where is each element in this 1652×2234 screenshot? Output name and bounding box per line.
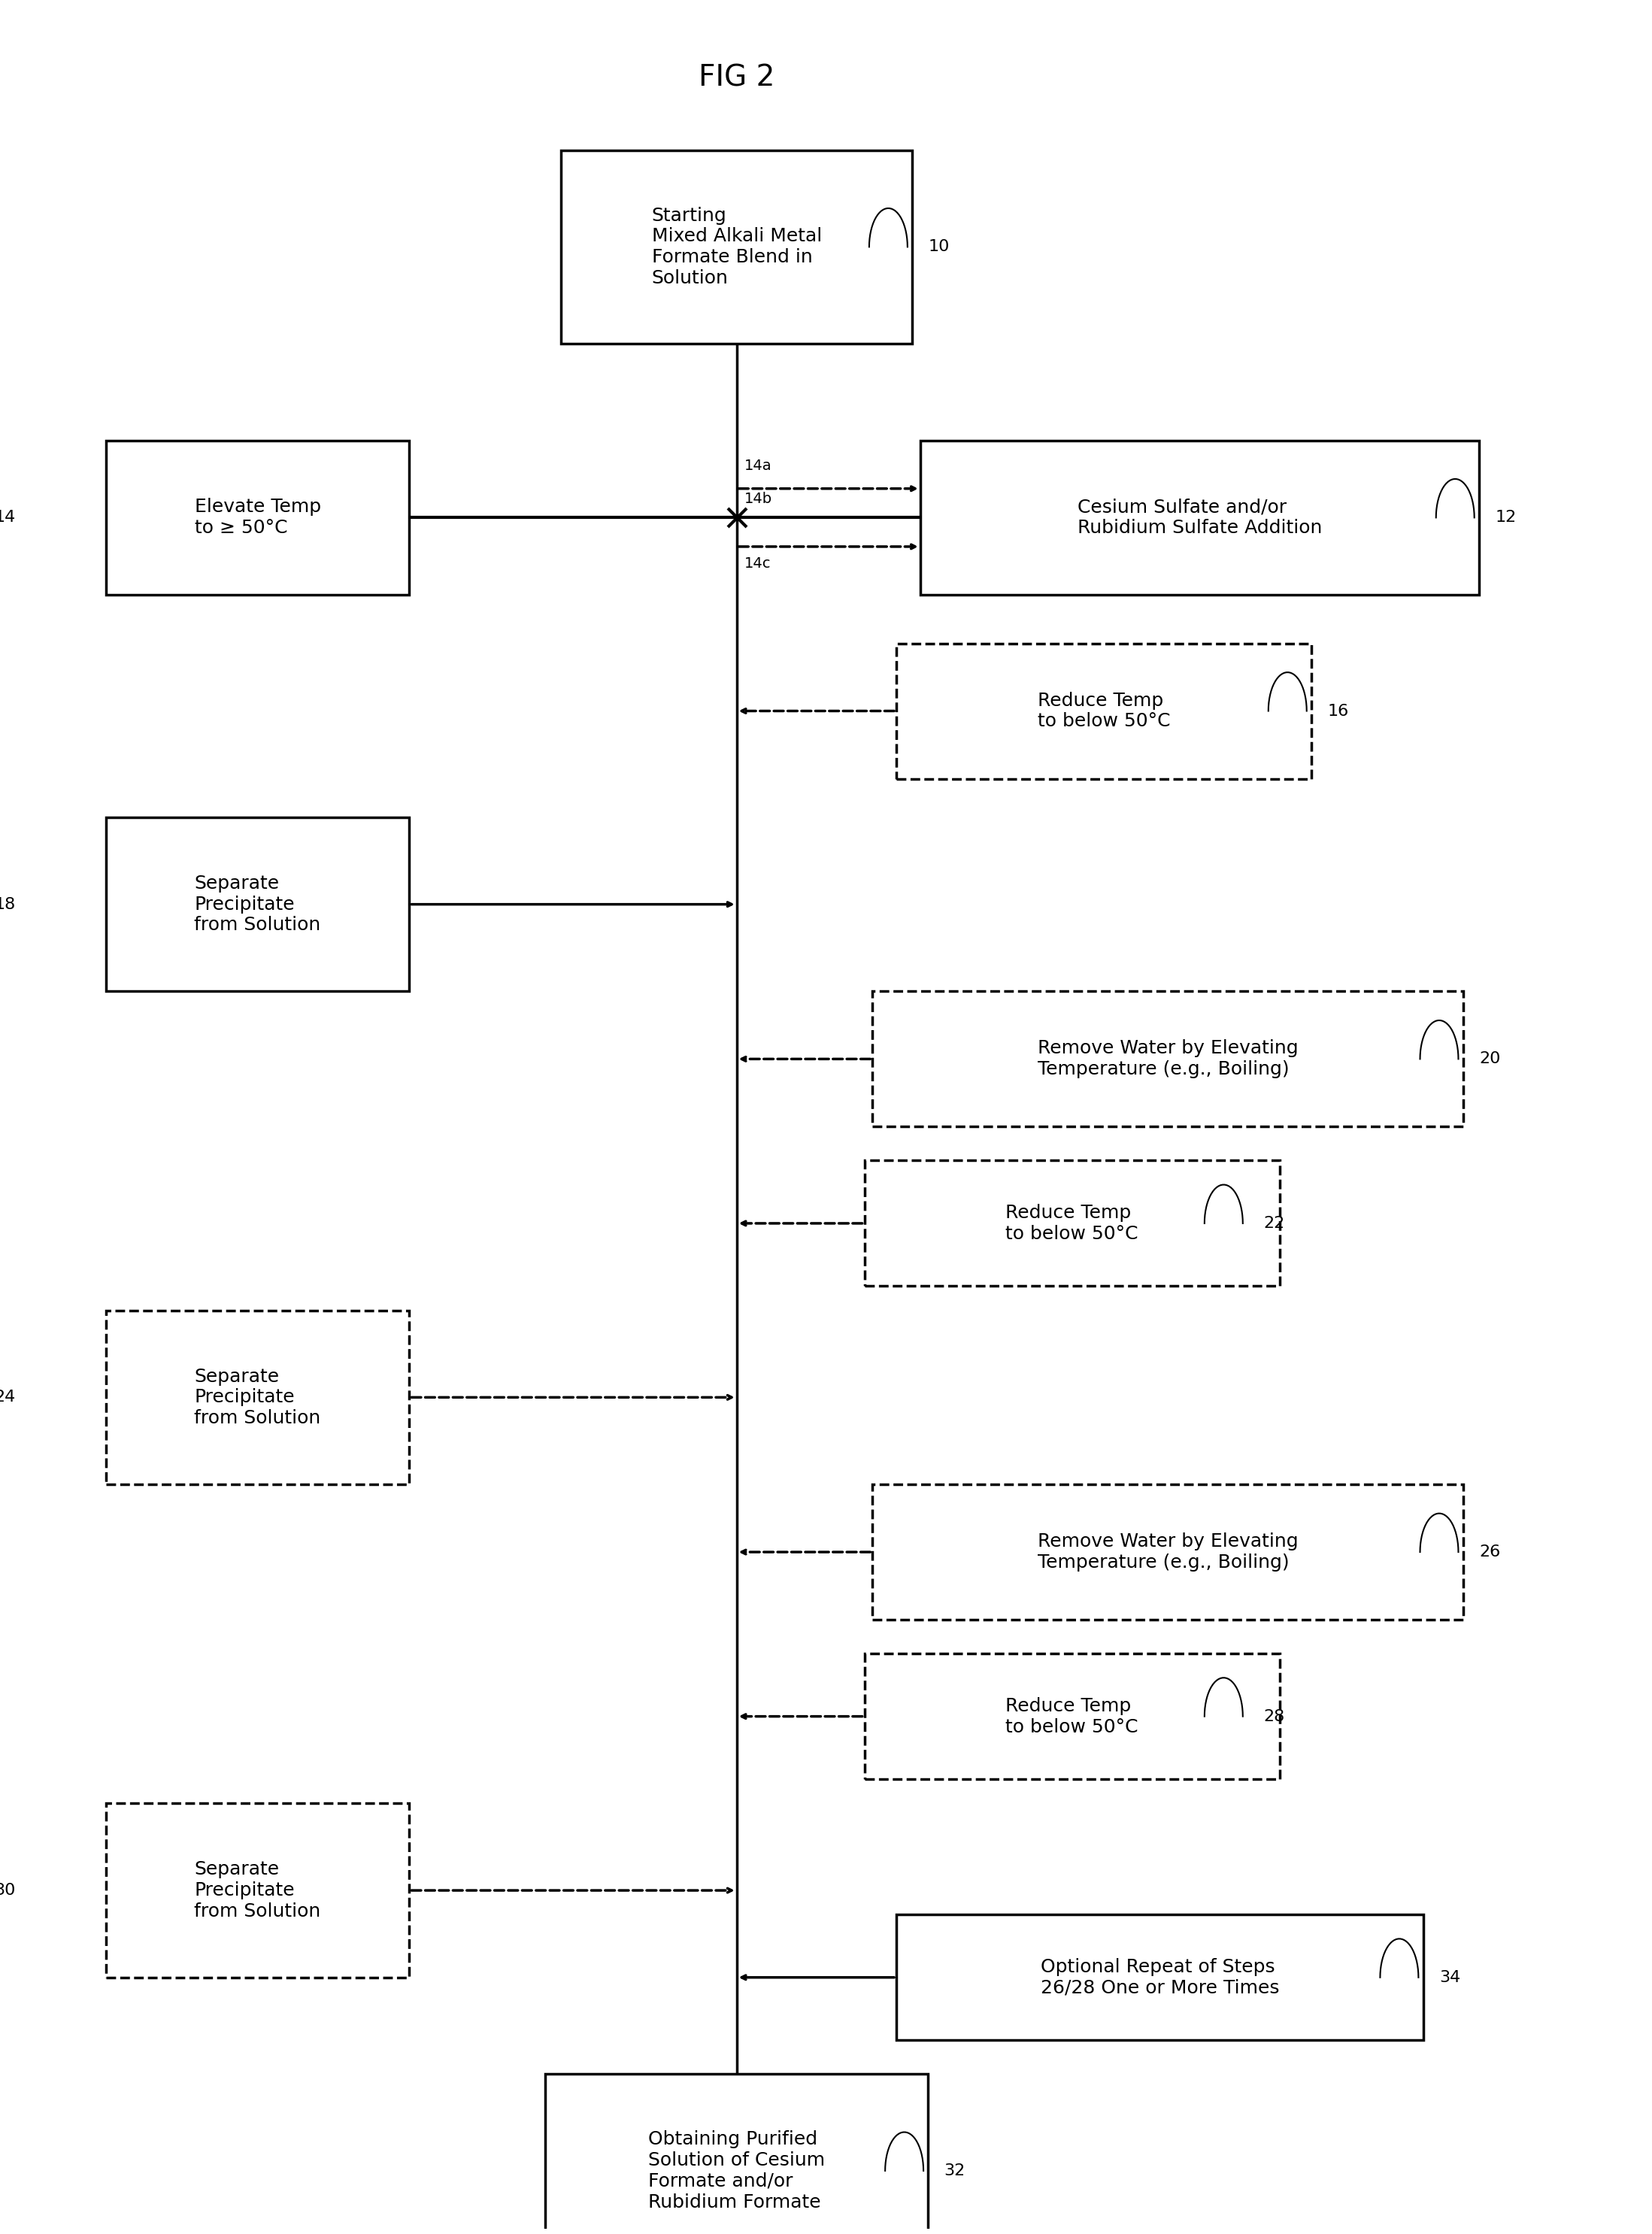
FancyBboxPatch shape	[562, 150, 912, 344]
Text: 14a: 14a	[745, 458, 771, 474]
Text: 12: 12	[1495, 509, 1517, 525]
Text: Remove Water by Elevating
Temperature (e.g., Boiling): Remove Water by Elevating Temperature (e…	[1037, 1533, 1298, 1571]
Text: Reduce Temp
to below 50°C: Reduce Temp to below 50°C	[1006, 1204, 1138, 1242]
FancyBboxPatch shape	[106, 818, 410, 992]
Text: 28: 28	[1264, 1709, 1285, 1725]
Text: Separate
Precipitate
from Solution: Separate Precipitate from Solution	[195, 1367, 320, 1428]
FancyBboxPatch shape	[864, 1653, 1280, 1778]
Text: 10: 10	[928, 239, 950, 255]
FancyBboxPatch shape	[106, 1803, 410, 1977]
Text: Cesium Sulfate and/or
Rubidium Sulfate Addition: Cesium Sulfate and/or Rubidium Sulfate A…	[1077, 498, 1322, 536]
FancyBboxPatch shape	[864, 1159, 1280, 1287]
Text: Reduce Temp
to below 50°C: Reduce Temp to below 50°C	[1006, 1698, 1138, 1736]
Text: 20: 20	[1479, 1052, 1500, 1066]
Text: 14b: 14b	[745, 491, 773, 507]
FancyBboxPatch shape	[897, 1915, 1424, 2040]
Text: 32: 32	[945, 2163, 965, 2178]
Text: FIG 2: FIG 2	[699, 63, 775, 92]
Text: 16: 16	[1328, 704, 1348, 719]
Text: 14: 14	[0, 509, 15, 525]
Text: 22: 22	[1264, 1215, 1285, 1231]
Text: 18: 18	[0, 896, 15, 911]
Text: Elevate Temp
to ≥ 50°C: Elevate Temp to ≥ 50°C	[195, 498, 320, 536]
FancyBboxPatch shape	[872, 1483, 1464, 1620]
Text: Separate
Precipitate
from Solution: Separate Precipitate from Solution	[195, 873, 320, 934]
Text: Remove Water by Elevating
Temperature (e.g., Boiling): Remove Water by Elevating Temperature (e…	[1037, 1039, 1298, 1079]
FancyBboxPatch shape	[897, 643, 1312, 780]
Text: Separate
Precipitate
from Solution: Separate Precipitate from Solution	[195, 1861, 320, 1921]
Text: Obtaining Purified
Solution of Cesium
Formate and/or
Rubidium Formate: Obtaining Purified Solution of Cesium Fo…	[648, 2131, 824, 2212]
FancyBboxPatch shape	[106, 1311, 410, 1483]
Text: 34: 34	[1439, 1970, 1460, 1986]
Text: Starting
Mixed Alkali Metal
Formate Blend in
Solution: Starting Mixed Alkali Metal Formate Blen…	[651, 206, 821, 288]
Text: Optional Repeat of Steps
26/28 One or More Times: Optional Repeat of Steps 26/28 One or Mo…	[1041, 1957, 1279, 1997]
Text: 14c: 14c	[745, 556, 771, 570]
FancyBboxPatch shape	[872, 992, 1464, 1126]
Text: 24: 24	[0, 1390, 15, 1405]
Text: 26: 26	[1479, 1544, 1500, 1559]
FancyBboxPatch shape	[545, 2073, 928, 2234]
FancyBboxPatch shape	[106, 440, 410, 594]
Text: Reduce Temp
to below 50°C: Reduce Temp to below 50°C	[1037, 693, 1170, 731]
FancyBboxPatch shape	[920, 440, 1479, 594]
Text: 30: 30	[0, 1883, 15, 1899]
